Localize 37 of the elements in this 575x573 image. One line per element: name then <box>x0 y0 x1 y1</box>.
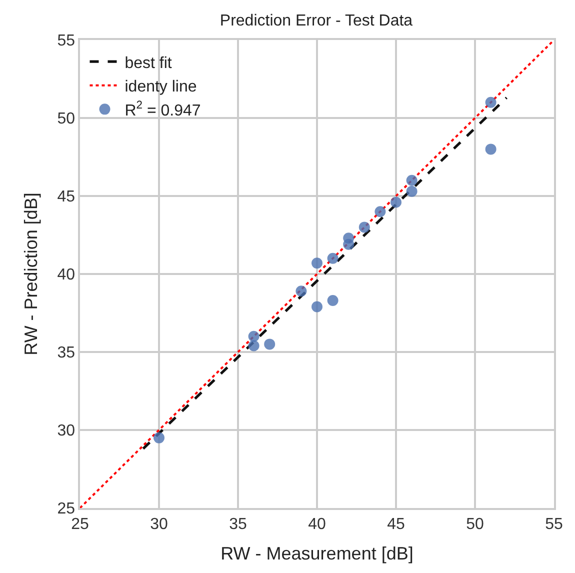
legend-label: R$^{2}$ = 0.947 <box>124 100 201 120</box>
y-tick-label: 25 <box>57 500 76 518</box>
point <box>327 295 338 306</box>
y-tick-label: 30 <box>57 422 76 440</box>
x-axis-title: RW - Measurement [dB] <box>220 544 414 564</box>
point <box>312 301 322 312</box>
x-tick-label: 45 <box>387 516 405 533</box>
point <box>327 252 338 264</box>
point <box>406 174 418 186</box>
point <box>485 144 496 155</box>
y-axis-title: RW - Prediction [dB] <box>20 192 41 356</box>
point <box>264 338 276 350</box>
point <box>154 432 164 444</box>
legend-label: best fit <box>124 54 172 72</box>
point <box>358 222 370 233</box>
y-tick-label: 50 <box>57 110 76 128</box>
y-tick-label: 45 <box>57 188 76 206</box>
x-tick-label: 30 <box>150 516 168 533</box>
point <box>485 96 496 108</box>
point <box>248 340 260 352</box>
x-tick-label: 55 <box>545 516 563 533</box>
point <box>390 196 402 208</box>
x-tick-label: 25 <box>71 516 89 533</box>
point <box>312 258 322 269</box>
y-tick-label: 35 <box>57 344 76 362</box>
chart-title: Prediction Error - Test Data <box>220 12 413 30</box>
point <box>343 232 354 244</box>
x-tick-label: 40 <box>308 516 326 533</box>
y-tick-label: 55 <box>57 32 76 50</box>
x-tick-label: 50 <box>466 516 484 533</box>
point <box>248 330 260 342</box>
x-tick-label: 35 <box>229 516 247 533</box>
point <box>296 286 307 297</box>
y-tick-label: 40 <box>57 266 76 284</box>
point <box>374 206 386 218</box>
legend-label: identy line <box>124 78 197 96</box>
point <box>406 186 418 197</box>
